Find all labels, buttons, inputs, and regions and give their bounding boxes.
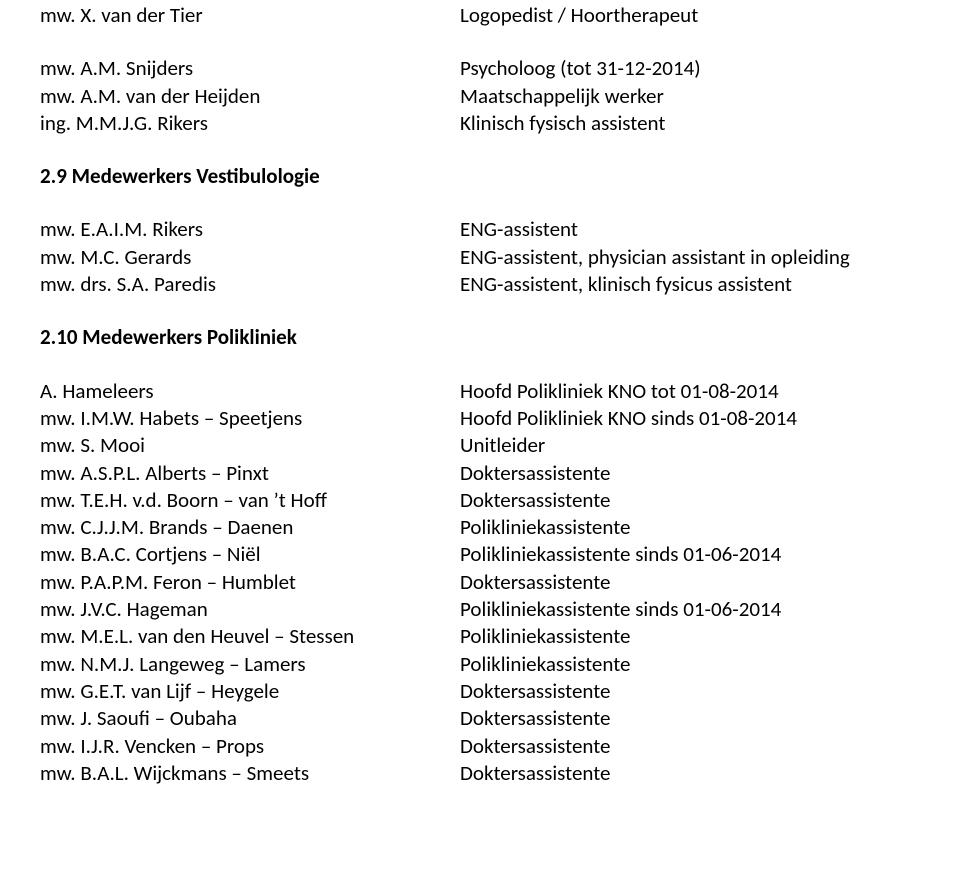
staff-role: ENG-assistent, klinisch fysicus assisten… <box>460 271 920 298</box>
staff-row: mw. J. Saoufi – Oubaha Doktersassistente <box>40 705 920 732</box>
staff-name: mw. M.C. Gerards <box>40 244 460 271</box>
staff-name: mw. T.E.H. v.d. Boorn – van ’t Hoff <box>40 487 460 514</box>
section-block: 2.9 Medewerkers Vestibulologie mw. E.A.I… <box>40 163 920 298</box>
staff-role: ENG-assistent <box>460 216 920 243</box>
staff-role: Maatschappelijk werker <box>460 83 920 110</box>
staff-role: ENG-assistent, physician assistant in op… <box>460 244 920 271</box>
document-page: mw. X. van der Tier Logopedist / Hoorthe… <box>0 2 960 881</box>
staff-row: mw. P.A.P.M. Feron – Humblet Doktersassi… <box>40 569 920 596</box>
staff-name: mw. I.M.W. Habets – Speetjens <box>40 405 460 432</box>
staff-role: Doktersassistente <box>460 733 920 760</box>
staff-role: Klinisch fysisch assistent <box>460 110 920 137</box>
staff-role: Logopedist / Hoortherapeut <box>460 2 920 29</box>
staff-row: mw. A.S.P.L. Alberts – Pinxt Doktersassi… <box>40 460 920 487</box>
staff-role: Doktersassistente <box>460 705 920 732</box>
staff-role: Psycholoog (tot 31-12-2014) <box>460 55 920 82</box>
staff-row: A. Hameleers Hoofd Polikliniek KNO tot 0… <box>40 378 920 405</box>
staff-row: mw. E.A.I.M. Rikers ENG-assistent <box>40 216 920 243</box>
staff-name: ing. M.M.J.G. Rikers <box>40 110 460 137</box>
staff-name: A. Hameleers <box>40 378 460 405</box>
staff-name: mw. N.M.J. Langeweg – Lamers <box>40 651 460 678</box>
staff-role: Doktersassistente <box>460 569 920 596</box>
staff-name: mw. M.E.L. van den Heuvel – Stessen <box>40 623 460 650</box>
staff-row: mw. X. van der Tier Logopedist / Hoorthe… <box>40 2 920 29</box>
staff-row: mw. C.J.J.M. Brands – Daenen Polikliniek… <box>40 514 920 541</box>
section-heading: 2.9 Medewerkers Vestibulologie <box>40 163 920 190</box>
staff-role: Polikliniekassistente sinds 01-06-2014 <box>460 541 920 568</box>
staff-name: mw. J.V.C. Hageman <box>40 596 460 623</box>
staff-row: mw. A.M. Snijders Psycholoog (tot 31-12-… <box>40 55 920 82</box>
staff-row: mw. B.A.L. Wijckmans – Smeets Doktersass… <box>40 760 920 787</box>
staff-role: Polikliniekassistente sinds 01-06-2014 <box>460 596 920 623</box>
staff-row: mw. I.J.R. Vencken – Props Doktersassist… <box>40 733 920 760</box>
staff-row: mw. M.C. Gerards ENG-assistent, physicia… <box>40 244 920 271</box>
staff-row: ing. M.M.J.G. Rikers Klinisch fysisch as… <box>40 110 920 137</box>
staff-role: Unitleider <box>460 432 920 459</box>
staff-name: mw. G.E.T. van Lijf – Heygele <box>40 678 460 705</box>
staff-name: mw. I.J.R. Vencken – Props <box>40 733 460 760</box>
staff-role: Polikliniekassistente <box>460 651 920 678</box>
staff-role: Doktersassistente <box>460 487 920 514</box>
staff-role: Hoofd Polikliniek KNO tot 01-08-2014 <box>460 378 920 405</box>
staff-role: Doktersassistente <box>460 460 920 487</box>
staff-row: mw. I.M.W. Habets – Speetjens Hoofd Poli… <box>40 405 920 432</box>
staff-role: Doktersassistente <box>460 678 920 705</box>
section-block: 2.10 Medewerkers Polikliniek A. Hameleer… <box>40 324 920 787</box>
staff-name: mw. A.S.P.L. Alberts – Pinxt <box>40 460 460 487</box>
staff-name: mw. B.A.C. Cortjens – Niël <box>40 541 460 568</box>
staff-name: mw. J. Saoufi – Oubaha <box>40 705 460 732</box>
staff-name: mw. A.M. van der Heijden <box>40 83 460 110</box>
staff-role: Polikliniekassistente <box>460 623 920 650</box>
staff-name: mw. C.J.J.M. Brands – Daenen <box>40 514 460 541</box>
staff-name: mw. drs. S.A. Paredis <box>40 271 460 298</box>
staff-row: mw. S. Mooi Unitleider <box>40 432 920 459</box>
staff-row: mw. drs. S.A. Paredis ENG-assistent, kli… <box>40 271 920 298</box>
section-heading: 2.10 Medewerkers Polikliniek <box>40 324 920 351</box>
staff-row: mw. B.A.C. Cortjens – Niël Polikliniekas… <box>40 541 920 568</box>
staff-role: Hoofd Polikliniek KNO sinds 01-08-2014 <box>460 405 920 432</box>
staff-role: Doktersassistente <box>460 760 920 787</box>
staff-name: mw. X. van der Tier <box>40 2 460 29</box>
staff-name: mw. B.A.L. Wijckmans – Smeets <box>40 760 460 787</box>
staff-name: mw. A.M. Snijders <box>40 55 460 82</box>
staff-name: mw. S. Mooi <box>40 432 460 459</box>
staff-row: mw. G.E.T. van Lijf – Heygele Doktersass… <box>40 678 920 705</box>
staff-row: mw. N.M.J. Langeweg – Lamers Polikliniek… <box>40 651 920 678</box>
staff-row: mw. J.V.C. Hageman Polikliniekassistente… <box>40 596 920 623</box>
staff-name: mw. P.A.P.M. Feron – Humblet <box>40 569 460 596</box>
staff-role: Polikliniekassistente <box>460 514 920 541</box>
staff-row: mw. M.E.L. van den Heuvel – Stessen Poli… <box>40 623 920 650</box>
staff-name: mw. E.A.I.M. Rikers <box>40 216 460 243</box>
section-block: mw. X. van der Tier Logopedist / Hoorthe… <box>40 2 920 29</box>
staff-row: mw. A.M. van der Heijden Maatschappelijk… <box>40 83 920 110</box>
section-block: mw. A.M. Snijders Psycholoog (tot 31-12-… <box>40 55 920 137</box>
staff-row: mw. T.E.H. v.d. Boorn – van ’t Hoff Dokt… <box>40 487 920 514</box>
